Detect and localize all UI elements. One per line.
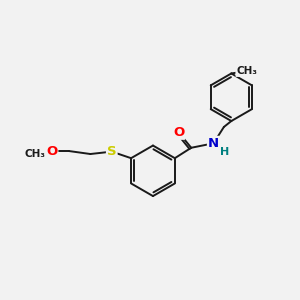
Text: S: S [107,145,117,158]
Text: CH₃: CH₃ [25,149,46,159]
Text: H: H [220,147,230,157]
Text: N: N [208,137,219,150]
Text: CH₃: CH₃ [236,66,257,76]
Text: O: O [46,145,57,158]
Text: O: O [173,126,184,139]
